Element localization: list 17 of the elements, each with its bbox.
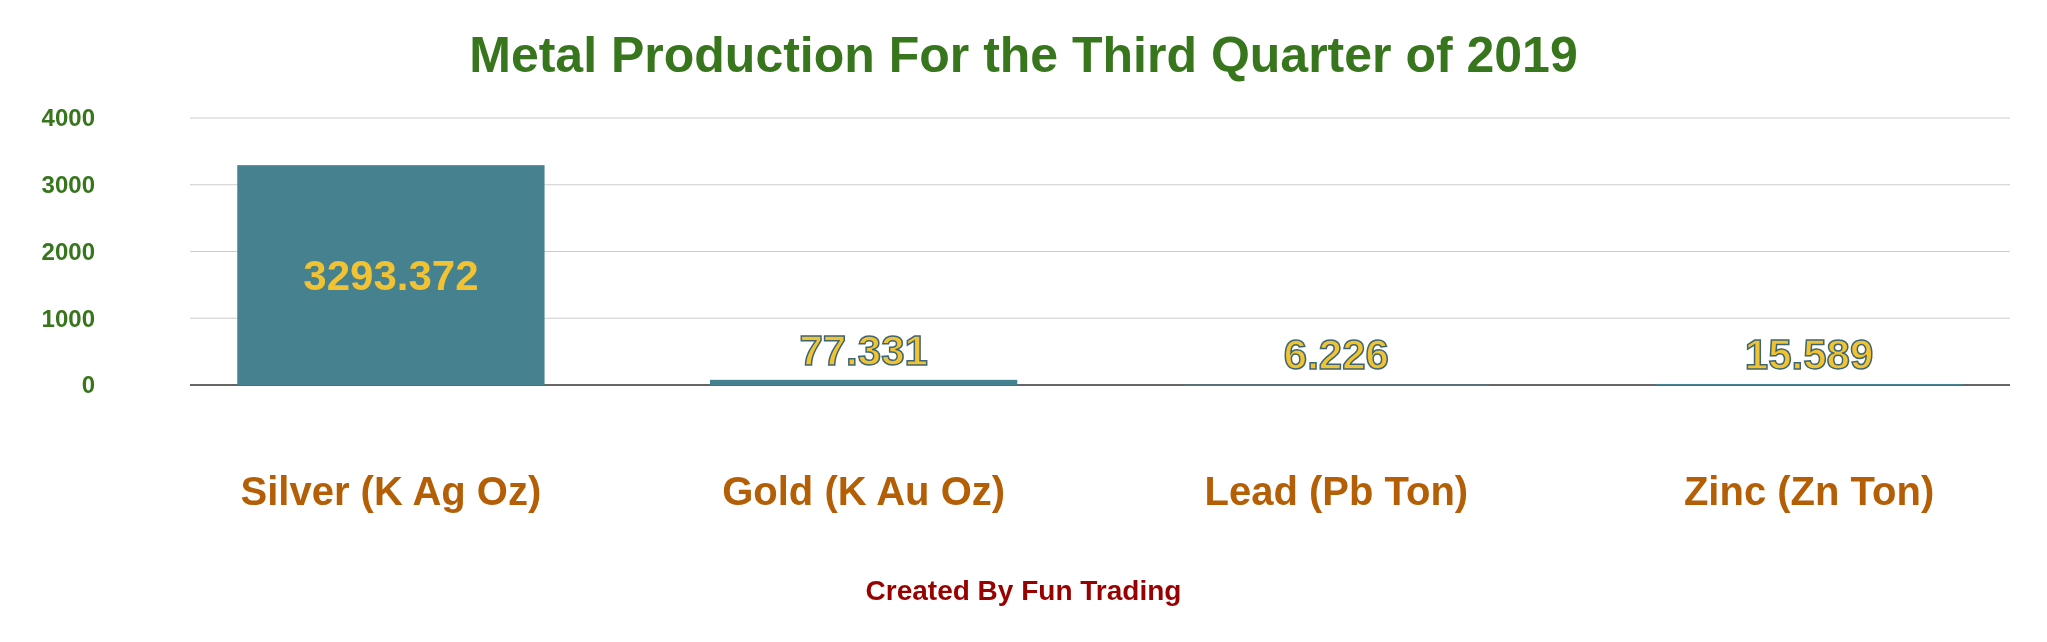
y-tick-label: 1000: [41, 304, 95, 332]
text: Created By Fun Trading: [865, 575, 1182, 606]
y-tick-label: 3000: [41, 171, 95, 199]
bar: [710, 379, 1018, 385]
x-tick-label: Silver (K Ag Oz): [240, 469, 542, 513]
y-tick-label: 4000: [41, 104, 95, 132]
data-label: 77.331: [799, 326, 928, 374]
bar: [237, 165, 545, 385]
x-tick-label: Gold (K Au Oz): [722, 469, 1006, 513]
y-tick-label: 0: [81, 371, 95, 399]
data-label: 3293.372: [303, 251, 479, 299]
x-tick-label: Zinc (Zn Ton): [1683, 469, 1935, 513]
data-label: 15.589: [1744, 330, 1874, 378]
y-tick-label: 2000: [41, 237, 95, 265]
x-tick-label: Lead (Pb Ton): [1204, 469, 1469, 513]
data-label: 6.226: [1283, 331, 1389, 379]
chart-title: Metal Production For the Third Quarter of 2019: [469, 27, 1578, 83]
